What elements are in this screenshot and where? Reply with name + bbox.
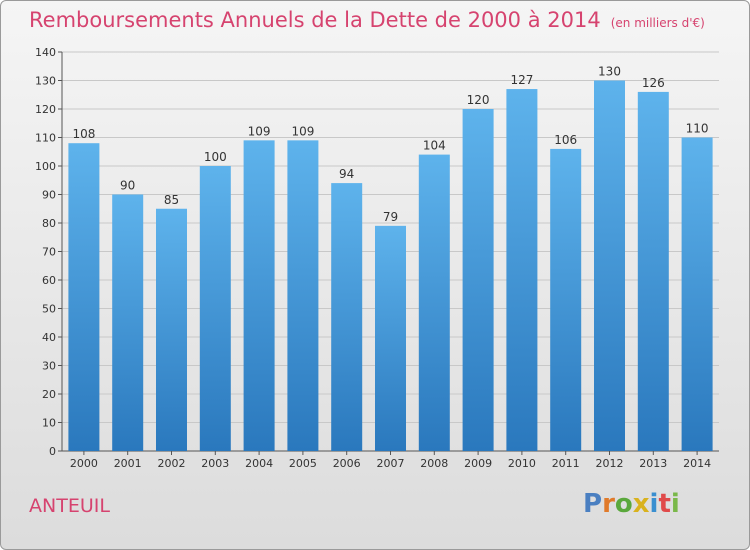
y-tick-label: 140 — [35, 46, 56, 59]
x-tick-label: 2004 — [245, 457, 273, 470]
x-tick-label: 2009 — [464, 457, 492, 470]
logo-letter: P — [583, 489, 603, 519]
bar — [331, 183, 363, 451]
y-tick-label: 60 — [42, 274, 56, 287]
logo-letter: r — [602, 489, 615, 519]
y-tick-label: 30 — [42, 360, 56, 373]
x-tick-label: 2014 — [683, 457, 711, 470]
data-label: 100 — [204, 150, 227, 164]
x-tick-label: 2002 — [158, 457, 186, 470]
y-tick-label: 130 — [35, 75, 56, 88]
bar — [112, 194, 144, 451]
bar — [68, 143, 100, 451]
x-tick-label: 2008 — [420, 457, 448, 470]
bar — [287, 140, 319, 451]
data-label: 127 — [510, 73, 533, 87]
x-tick-label: 2000 — [70, 457, 98, 470]
bar — [156, 208, 187, 451]
x-tick-label: 2012 — [596, 457, 624, 470]
y-tick-label: 50 — [42, 303, 56, 316]
x-tick-label: 2006 — [333, 457, 361, 470]
y-tick-label: 110 — [35, 132, 56, 145]
y-tick-label: 10 — [42, 417, 56, 430]
x-tick-label: 2011 — [552, 457, 580, 470]
y-tick-label: 40 — [42, 331, 56, 344]
logo-letter: i — [649, 489, 659, 519]
x-tick-label: 2010 — [508, 457, 536, 470]
data-label: 120 — [467, 93, 490, 107]
proxiti-logo: Proxiti — [583, 489, 680, 519]
data-label: 106 — [554, 133, 577, 147]
x-tick-label: 2001 — [114, 457, 142, 470]
bar — [550, 148, 582, 451]
data-label: 109 — [248, 124, 271, 138]
logo-letter: i — [670, 489, 680, 519]
y-tick-label: 70 — [42, 246, 56, 259]
data-label: 85 — [164, 193, 179, 207]
logo-letter: x — [632, 489, 650, 519]
data-label: 130 — [598, 65, 621, 79]
logo-letter: t — [658, 489, 671, 519]
bar — [199, 166, 231, 451]
bar — [637, 91, 669, 452]
data-label: 104 — [423, 139, 446, 153]
data-label: 94 — [339, 167, 354, 181]
data-label: 90 — [120, 179, 135, 193]
city-name: ANTEUIL — [29, 495, 110, 517]
data-label: 110 — [686, 122, 709, 136]
chart-title-text: Remboursements Annuels de la Dette de 20… — [29, 8, 601, 32]
data-label: 109 — [291, 124, 314, 138]
bar — [418, 154, 450, 451]
bar — [594, 80, 625, 451]
x-tick-label: 2013 — [639, 457, 667, 470]
chart-title: Remboursements Annuels de la Dette de 20… — [29, 8, 705, 32]
x-tick-label: 2007 — [377, 457, 405, 470]
bar — [506, 89, 538, 452]
data-label: 126 — [642, 76, 665, 90]
y-tick-label: 20 — [42, 388, 56, 401]
chart-unit: (en milliers d'€) — [610, 16, 705, 30]
x-tick-label: 2003 — [201, 457, 229, 470]
bar — [462, 109, 494, 451]
logo-letter: o — [614, 489, 633, 519]
x-tick-label: 2005 — [289, 457, 317, 470]
y-tick-label: 120 — [35, 103, 56, 116]
data-label: 79 — [383, 210, 398, 224]
data-labels: 108 90 85 100 109 109 94 79 104 120 127 106 130 126 11… — [72, 65, 708, 224]
bar — [375, 225, 406, 451]
y-tick-label: 0 — [49, 445, 56, 458]
y-tick-label: 90 — [42, 189, 56, 202]
bar — [243, 140, 275, 451]
bars — [68, 80, 713, 452]
bar — [681, 137, 713, 451]
y-tick-label: 100 — [35, 160, 56, 173]
data-label: 108 — [72, 127, 95, 141]
y-tick-label: 80 — [42, 217, 56, 230]
